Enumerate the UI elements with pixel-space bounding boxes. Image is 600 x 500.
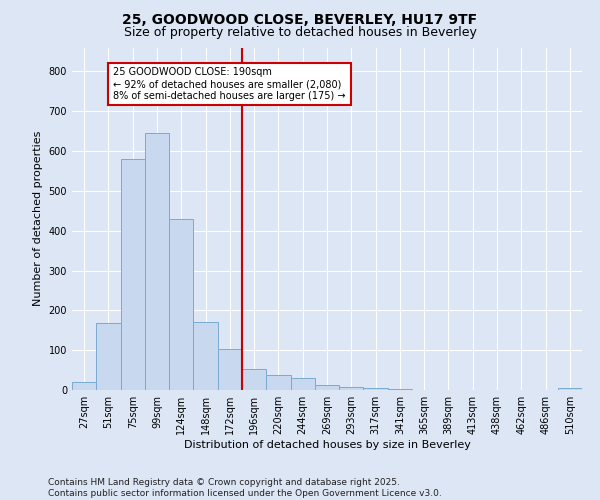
Text: Size of property relative to detached houses in Beverley: Size of property relative to detached ho… <box>124 26 476 39</box>
Text: 25, GOODWOOD CLOSE, BEVERLEY, HU17 9TF: 25, GOODWOOD CLOSE, BEVERLEY, HU17 9TF <box>122 12 478 26</box>
Bar <box>72 382 96 390</box>
Bar <box>242 369 266 390</box>
Bar <box>193 322 218 390</box>
Bar <box>218 349 242 390</box>
Bar <box>388 389 412 390</box>
Bar <box>121 159 145 390</box>
Bar <box>266 376 290 390</box>
Bar <box>558 388 582 390</box>
Bar <box>145 133 169 390</box>
X-axis label: Distribution of detached houses by size in Beverley: Distribution of detached houses by size … <box>184 440 470 450</box>
Text: Contains HM Land Registry data © Crown copyright and database right 2025.
Contai: Contains HM Land Registry data © Crown c… <box>48 478 442 498</box>
Bar <box>339 387 364 390</box>
Bar <box>315 385 339 390</box>
Bar <box>290 378 315 390</box>
Bar <box>364 388 388 390</box>
Text: 25 GOODWOOD CLOSE: 190sqm
← 92% of detached houses are smaller (2,080)
8% of sem: 25 GOODWOOD CLOSE: 190sqm ← 92% of detac… <box>113 68 346 100</box>
Bar <box>96 324 121 390</box>
Y-axis label: Number of detached properties: Number of detached properties <box>33 131 43 306</box>
Bar <box>169 219 193 390</box>
